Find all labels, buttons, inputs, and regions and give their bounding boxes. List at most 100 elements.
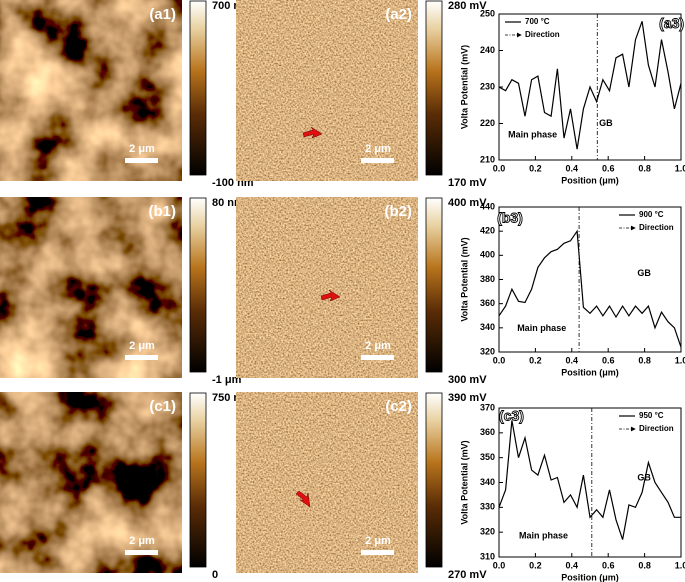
x-tick-label: 1.0 <box>675 355 685 365</box>
y-tick-label: 310 <box>480 551 495 561</box>
colorbar-min: 0 <box>212 569 218 581</box>
panel-label: (c3) <box>499 408 524 424</box>
legend-direction: Direction <box>639 223 674 232</box>
legend-label: 700 °C <box>525 17 550 26</box>
x-tick-label: 0.0 <box>493 355 506 365</box>
panel-label: (b3) <box>497 209 523 225</box>
scale-bar-label: 2 μm <box>129 535 155 547</box>
series-line <box>498 21 682 150</box>
scale-bar <box>361 158 394 163</box>
colorbar-max: 390 mV <box>448 392 487 404</box>
kpfm-image <box>236 197 418 378</box>
red-arrows <box>295 126 341 508</box>
y-tick-label: 420 <box>480 226 495 236</box>
y-tick-label: 230 <box>480 81 495 91</box>
colorbar <box>189 0 207 176</box>
x-tick-label: 0.2 <box>529 355 542 365</box>
panel-label: (b2) <box>385 203 413 220</box>
scale-bar-label: 2 μm <box>129 340 155 352</box>
scale-bar <box>125 550 158 555</box>
colorbar <box>425 0 443 176</box>
annotation: Main phase <box>508 130 557 140</box>
legend-direction: Direction <box>639 424 674 433</box>
legend-label: 950 °C <box>639 411 664 420</box>
panel-label: (a1) <box>149 6 176 23</box>
colorbar-max: 700 nm <box>212 0 250 12</box>
panel-label: (a3) <box>659 15 684 31</box>
y-tick-label: 440 <box>480 201 495 211</box>
annotation: GB <box>599 118 613 128</box>
x-tick-label: 0.8 <box>638 163 651 173</box>
series-line <box>498 229 682 348</box>
y-tick-label: 210 <box>480 154 495 164</box>
x-tick-label: 0.4 <box>566 163 579 173</box>
scale-bar <box>125 158 158 163</box>
colorbar-min: -1 μm <box>212 374 242 386</box>
y-tick-label: 400 <box>480 250 495 260</box>
scale-bar-label: 2 μm <box>365 535 391 547</box>
x-tick-label: 0.8 <box>638 355 651 365</box>
panel-label: (c1) <box>149 398 176 415</box>
x-tick-label: 0.0 <box>493 163 506 173</box>
legend-label: 900 °C <box>639 210 664 219</box>
y-tick-label: 220 <box>480 118 495 128</box>
x-tick-label: 0.2 <box>529 560 542 570</box>
scale-bar-label: 2 μm <box>365 340 391 352</box>
x-tick-label: 0.2 <box>529 163 542 173</box>
legend-direction: Direction <box>525 30 560 39</box>
y-tick-label: 250 <box>480 8 495 18</box>
colorbar-min: 170 mV <box>448 177 487 189</box>
panel-label: (b1) <box>149 203 177 220</box>
afm-image <box>0 0 182 181</box>
annotation: GB <box>637 268 651 278</box>
y-tick-label: 340 <box>480 322 495 332</box>
colorbar-max: 400 mV <box>448 197 487 209</box>
y-tick-label: 340 <box>480 477 495 487</box>
scale-bar <box>361 550 394 555</box>
colorbar-max: 280 mV <box>448 0 487 12</box>
scale-bar-label: 2 μm <box>129 143 155 155</box>
y-axis-label: Volta Potential (mV) <box>459 440 469 524</box>
y-tick-label: 370 <box>480 402 495 412</box>
colorbar <box>425 392 443 568</box>
scale-bar-label: 2 μm <box>365 143 391 155</box>
colorbar-min: 300 mV <box>448 374 487 386</box>
annotation: Main phase <box>519 531 568 541</box>
annotation: Main phase <box>517 323 566 333</box>
colorbar <box>425 197 443 373</box>
panel-label: (c2) <box>385 398 412 415</box>
annotation: GB <box>637 472 651 482</box>
x-tick-label: 0.0 <box>493 560 506 570</box>
y-tick-label: 240 <box>480 45 495 55</box>
colorbar <box>189 197 207 373</box>
afm-image <box>0 197 182 378</box>
scale-bar <box>125 355 158 360</box>
y-tick-label: 330 <box>480 502 495 512</box>
x-axis-label: Position (μm) <box>561 572 619 582</box>
afm-image <box>0 392 182 573</box>
y-tick-label: 320 <box>480 527 495 537</box>
x-axis-label: Position (μm) <box>561 367 619 377</box>
y-tick-label: 350 <box>480 452 495 462</box>
x-tick-label: 0.8 <box>638 560 651 570</box>
kpfm-image <box>236 392 418 573</box>
y-axis-label: Volta Potential (mV) <box>459 45 469 129</box>
x-tick-label: 0.4 <box>566 355 579 365</box>
y-tick-label: 360 <box>480 298 495 308</box>
x-axis-label: Position (μm) <box>561 175 619 185</box>
x-tick-label: 1.0 <box>675 163 685 173</box>
colorbar-min: 270 mV <box>448 569 487 581</box>
x-tick-label: 0.6 <box>602 163 615 173</box>
y-tick-label: 380 <box>480 274 495 284</box>
scale-bar <box>361 355 394 360</box>
panel-label: (a2) <box>385 6 412 23</box>
kpfm-image <box>236 0 418 181</box>
x-tick-label: 0.6 <box>602 355 615 365</box>
series-line <box>498 420 681 540</box>
x-tick-label: 1.0 <box>675 560 685 570</box>
y-axis-label: Volta Potential (mV) <box>459 237 469 321</box>
y-tick-label: 320 <box>480 346 495 356</box>
colorbar <box>189 392 207 568</box>
x-tick-label: 0.6 <box>602 560 615 570</box>
y-tick-label: 360 <box>480 427 495 437</box>
